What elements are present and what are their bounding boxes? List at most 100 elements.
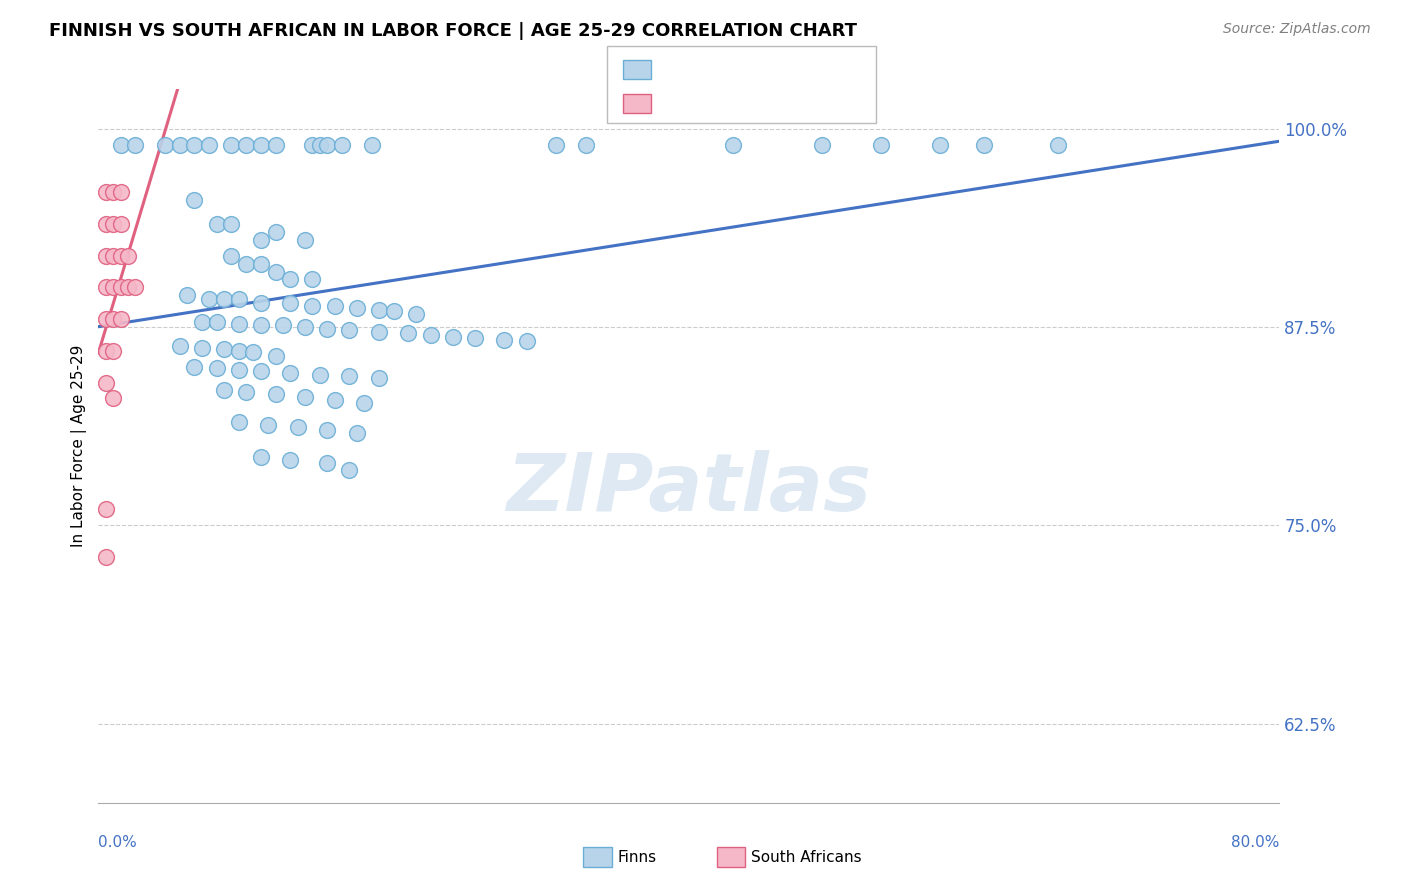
Point [250, 233, 273, 247]
Text: 80.0%: 80.0% [1232, 836, 1279, 850]
Point [124, 280, 146, 294]
Text: FINNISH VS SOUTH AFRICAN IN LABOR FORCE | AGE 25-29 CORRELATION CHART: FINNISH VS SOUTH AFRICAN IN LABOR FORCE … [49, 22, 858, 40]
Text: Source: ZipAtlas.com: Source: ZipAtlas.com [1223, 22, 1371, 37]
Point [103, 186, 125, 200]
Point [94, 376, 117, 390]
Point [278, 272, 302, 286]
Point [250, 450, 273, 464]
Point [176, 288, 198, 302]
Point [271, 318, 294, 333]
Point [1046, 137, 1069, 152]
Point [928, 137, 950, 152]
Point [94, 312, 117, 326]
Point [124, 137, 146, 152]
Point [205, 315, 228, 329]
Point [183, 193, 205, 207]
Point [574, 137, 596, 152]
Point [323, 300, 346, 314]
Point [250, 257, 273, 271]
Point [721, 137, 744, 152]
Point [515, 334, 537, 349]
Point [360, 137, 382, 152]
Point [242, 345, 264, 359]
Point [544, 137, 567, 152]
Point [117, 280, 139, 294]
Point [494, 333, 516, 347]
Y-axis label: In Labor Force | Age 25-29: In Labor Force | Age 25-29 [72, 345, 87, 547]
Point [278, 296, 302, 310]
Point [250, 364, 273, 378]
Point [103, 392, 125, 406]
Point [464, 331, 486, 345]
Point [337, 323, 360, 337]
Point [228, 343, 250, 358]
Point [396, 326, 419, 341]
Point [264, 225, 287, 239]
Point [301, 272, 323, 286]
Point [198, 292, 221, 306]
Point [869, 137, 891, 152]
Point [110, 312, 132, 326]
Point [257, 418, 280, 433]
Point [94, 186, 117, 200]
Point [110, 249, 132, 263]
Text: Finns: Finns [617, 850, 657, 864]
Point [198, 137, 221, 152]
Point [250, 296, 273, 310]
Point [219, 217, 242, 231]
Point [368, 325, 391, 339]
Point [169, 137, 191, 152]
Point [346, 301, 368, 315]
Point [110, 217, 132, 231]
Point [294, 320, 316, 334]
Point [183, 137, 205, 152]
Text: R = 0.298   N = 89: R = 0.298 N = 89 [657, 61, 827, 78]
Text: South Africans: South Africans [751, 850, 862, 864]
Point [810, 137, 832, 152]
Point [228, 317, 250, 331]
Point [973, 137, 995, 152]
Point [103, 312, 125, 326]
Point [294, 390, 316, 404]
Text: 0.0%: 0.0% [98, 836, 138, 850]
Point [219, 137, 242, 152]
Point [309, 137, 332, 152]
Point [94, 343, 117, 358]
Point [228, 363, 250, 377]
Point [287, 420, 309, 434]
Point [264, 386, 287, 401]
Point [346, 426, 368, 441]
Point [405, 307, 427, 321]
Point [337, 463, 360, 477]
Point [337, 369, 360, 384]
Point [103, 280, 125, 294]
Point [278, 366, 302, 380]
Point [309, 368, 332, 382]
Point [323, 392, 346, 407]
Point [205, 361, 228, 376]
Point [191, 315, 214, 329]
Point [301, 300, 323, 314]
Point [294, 233, 316, 247]
Point [235, 385, 257, 400]
Point [117, 249, 139, 263]
Point [264, 137, 287, 152]
Point [316, 137, 339, 152]
Point [419, 328, 441, 343]
Point [212, 343, 235, 357]
Point [228, 292, 250, 306]
Point [103, 343, 125, 358]
Point [316, 457, 339, 471]
Point [278, 453, 302, 467]
Point [191, 341, 214, 355]
Text: R = 0.503   N = 24: R = 0.503 N = 24 [657, 95, 827, 112]
Point [219, 249, 242, 263]
Point [183, 359, 205, 374]
Point [110, 137, 132, 152]
Point [212, 292, 235, 306]
Point [235, 257, 257, 271]
Point [94, 549, 117, 564]
Point [94, 249, 117, 263]
Point [110, 280, 132, 294]
Point [94, 217, 117, 231]
